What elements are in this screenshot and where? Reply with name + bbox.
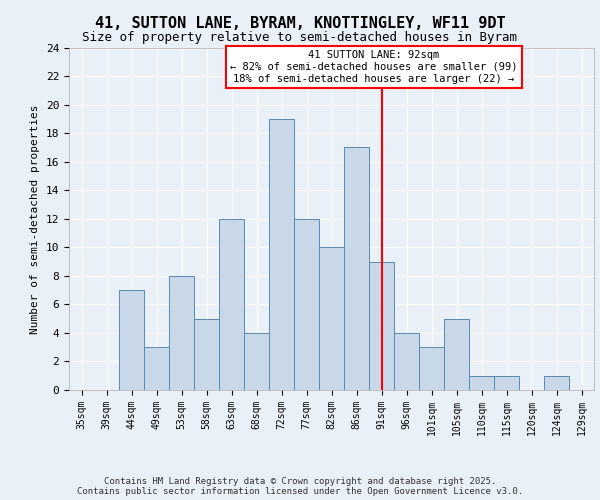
Bar	[144, 347, 169, 390]
Bar	[369, 262, 394, 390]
Bar	[269, 119, 294, 390]
Text: Size of property relative to semi-detached houses in Byram: Size of property relative to semi-detach…	[83, 31, 517, 44]
Bar	[219, 219, 244, 390]
Bar	[394, 333, 419, 390]
Bar	[244, 333, 269, 390]
Text: Contains HM Land Registry data © Crown copyright and database right 2025.
Contai: Contains HM Land Registry data © Crown c…	[77, 476, 523, 496]
Bar	[544, 376, 569, 390]
Y-axis label: Number of semi-detached properties: Number of semi-detached properties	[30, 104, 40, 334]
Bar	[119, 290, 144, 390]
Bar	[444, 318, 469, 390]
Bar	[494, 376, 519, 390]
Bar	[419, 347, 444, 390]
Text: 41, SUTTON LANE, BYRAM, KNOTTINGLEY, WF11 9DT: 41, SUTTON LANE, BYRAM, KNOTTINGLEY, WF1…	[95, 16, 505, 31]
Bar	[194, 318, 219, 390]
Text: 41 SUTTON LANE: 92sqm
← 82% of semi-detached houses are smaller (99)
18% of semi: 41 SUTTON LANE: 92sqm ← 82% of semi-deta…	[230, 50, 518, 84]
Bar	[294, 219, 319, 390]
Bar	[169, 276, 194, 390]
Bar	[469, 376, 494, 390]
Bar	[344, 148, 369, 390]
Bar	[319, 248, 344, 390]
